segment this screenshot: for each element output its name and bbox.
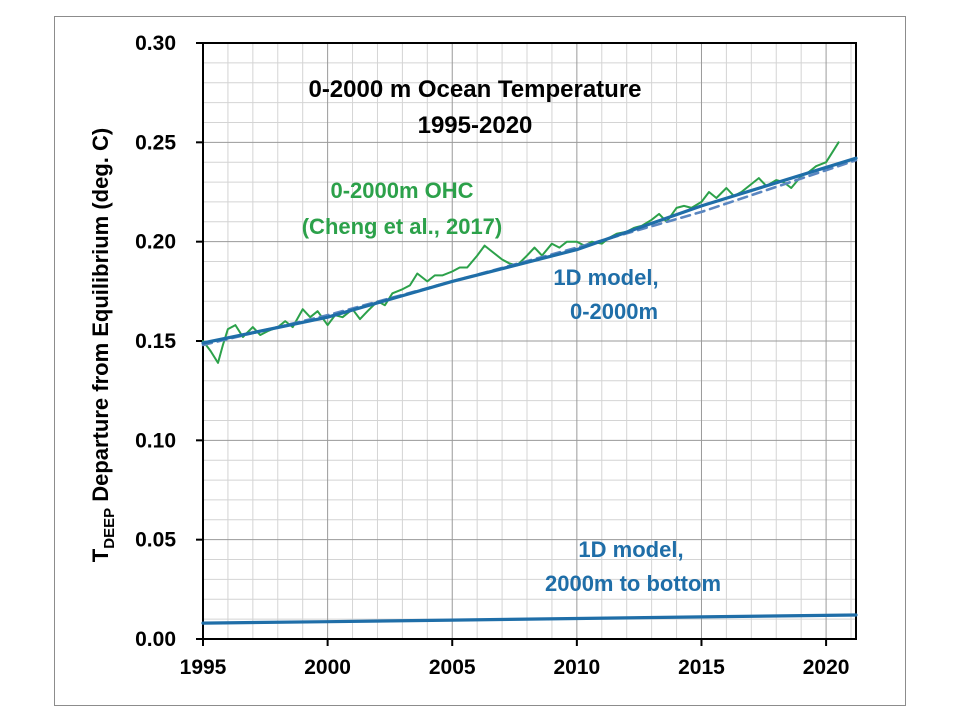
- x-tick-label: 2015: [678, 656, 725, 679]
- ohc-annotation-line-2: (Cheng et al., 2017): [302, 214, 503, 239]
- tick-labels: 1995 2000 2005 2010 2015 2020 0.00 0.05 0.10 0.15…: [135, 32, 849, 679]
- y-tick-label: 0.15: [135, 330, 176, 353]
- y-axis-label: TDEEP Departure from Equilibrium (deg. C…: [88, 128, 118, 562]
- y-axis-label-prefix: T: [88, 548, 113, 562]
- x-tick-label: 2010: [553, 656, 600, 679]
- y-tick-label: 0.10: [135, 429, 176, 452]
- series-lines: [201, 141, 858, 625]
- model-upper-annotation-line-2: 0-2000m: [570, 299, 658, 324]
- x-tick-label: 2020: [803, 656, 850, 679]
- chart-text: 0-2000 m Ocean Temperature 1995-2020 0-2…: [88, 76, 721, 596]
- x-tick-label: 2005: [429, 656, 476, 679]
- chart-title-line-2: 1995-2020: [418, 112, 533, 139]
- model-upper-annotation-line-1: 1D model,: [553, 265, 658, 290]
- model-deep-annotation-line-1: 1D model,: [578, 537, 683, 562]
- model-deep-annotation-line-2: 2000m to bottom: [545, 571, 721, 596]
- y-tick-label: 0.00: [135, 628, 176, 651]
- grid-lines: [202, 42, 856, 640]
- y-axis-label-subscript: DEEP: [101, 508, 118, 549]
- y-tick-label: 0.05: [135, 529, 176, 552]
- ohc-annotation-line-1: 0-2000m OHC: [330, 178, 473, 203]
- x-tick-label: 1995: [180, 656, 227, 679]
- series-line-ohc-0: [202, 141, 840, 364]
- series-line-model-3: [201, 613, 858, 625]
- y-tick-label: 0.20: [135, 231, 176, 254]
- y-tick-label: 0.30: [135, 32, 176, 55]
- series-line-model-2: [201, 156, 858, 345]
- chart-title-line-1: 0-2000 m Ocean Temperature: [308, 76, 641, 103]
- y-axis-label-rest: Departure from Equilibrium (deg. C): [88, 128, 113, 508]
- y-tick-label: 0.25: [135, 131, 176, 154]
- x-tick-label: 2000: [304, 656, 351, 679]
